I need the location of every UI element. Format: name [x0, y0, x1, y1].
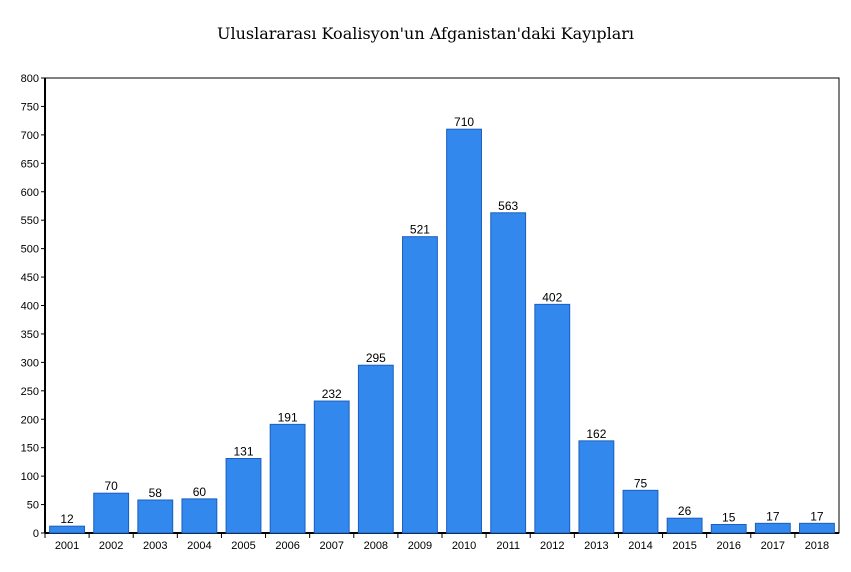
bar-value-label: 131 — [233, 444, 253, 458]
x-tick-label: 2017 — [761, 540, 785, 552]
y-tick-label: 200 — [21, 414, 39, 426]
y-tick-label: 100 — [21, 471, 39, 483]
y-tick-label: 400 — [21, 301, 39, 313]
bar-value-label: 70 — [104, 479, 118, 493]
bar-value-label: 162 — [586, 427, 606, 441]
bar — [49, 525, 85, 534]
x-tick-label: 2013 — [584, 540, 608, 552]
bar — [313, 400, 350, 534]
bar-value-label: 710 — [454, 115, 474, 129]
bar — [357, 364, 394, 534]
bar-value-label: 26 — [678, 504, 692, 518]
bar — [666, 517, 703, 534]
bar — [490, 212, 527, 534]
bar — [799, 522, 835, 534]
y-tick-label: 800 — [21, 73, 39, 85]
bar — [622, 489, 659, 534]
plot-frame — [44, 77, 840, 534]
y-tick-label: 700 — [21, 130, 39, 142]
x-tick-label: 2005 — [231, 540, 255, 552]
bar — [225, 457, 262, 534]
bar — [446, 128, 482, 534]
x-tick-label: 2006 — [275, 540, 299, 552]
bar — [402, 236, 438, 534]
y-tick-label: 50 — [27, 500, 39, 512]
bar-value-label: 191 — [278, 410, 298, 424]
bar-value-label: 402 — [542, 290, 562, 304]
y-tick-label: 750 — [21, 101, 39, 113]
x-tick-label: 2004 — [187, 540, 211, 552]
bar-value-label: 75 — [634, 476, 648, 490]
bar — [710, 523, 747, 534]
bar-value-label: 521 — [410, 223, 430, 237]
bar — [181, 498, 218, 534]
bar — [754, 522, 791, 534]
x-tick-label: 2003 — [143, 540, 167, 552]
bar-value-label: 232 — [322, 387, 342, 401]
y-tick-label: 300 — [21, 357, 39, 369]
bar-value-label: 17 — [766, 509, 780, 523]
y-tick-label: 250 — [21, 386, 39, 398]
bar-value-label: 295 — [366, 351, 386, 365]
y-tick-label: 500 — [21, 244, 39, 256]
x-tick-label: 2011 — [496, 540, 520, 552]
y-tick-label: 650 — [21, 158, 39, 170]
bar-value-label: 12 — [60, 512, 74, 526]
x-tick-label: 2009 — [408, 540, 432, 552]
x-tick-label: 2007 — [319, 540, 343, 552]
chart-title: Uluslararası Koalisyon'un Afganistan'dak… — [216, 24, 635, 43]
x-tick-label: 2018 — [805, 540, 829, 552]
bar — [578, 440, 615, 534]
y-tick-label: 450 — [21, 272, 39, 284]
y-tick-label: 350 — [21, 329, 39, 341]
x-tick-label: 2016 — [716, 540, 740, 552]
bar-value-label: 15 — [722, 510, 736, 524]
bar — [93, 492, 130, 534]
x-tick-label: 2014 — [628, 540, 652, 552]
y-tick-label: 550 — [21, 215, 39, 227]
bar — [269, 423, 306, 534]
x-tick-label: 2008 — [364, 540, 388, 552]
y-tick-label: 0 — [33, 528, 39, 540]
bar-value-label: 563 — [498, 199, 518, 213]
bar-value-label: 17 — [810, 509, 824, 523]
bar-value-label: 60 — [193, 485, 207, 499]
x-tick-label: 2002 — [99, 540, 123, 552]
x-tick-label: 2001 — [55, 540, 79, 552]
y-tick-label: 150 — [21, 443, 39, 455]
y-tick-label: 600 — [21, 187, 39, 199]
x-tick-label: 2012 — [540, 540, 564, 552]
x-tick-label: 2010 — [452, 540, 476, 552]
x-tick-label: 2015 — [672, 540, 696, 552]
bar-value-label: 58 — [149, 486, 163, 500]
bar — [534, 303, 571, 534]
bar — [137, 499, 174, 534]
